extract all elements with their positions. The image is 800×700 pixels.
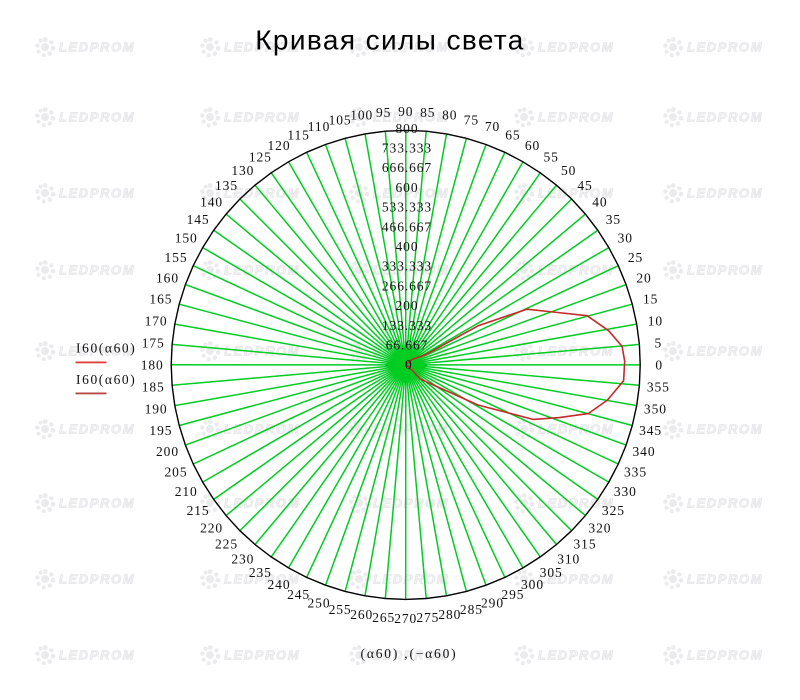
svg-text:70: 70	[485, 119, 500, 134]
svg-text:35: 35	[606, 212, 621, 227]
svg-text:145: 145	[187, 212, 210, 227]
svg-text:25: 25	[628, 250, 643, 265]
svg-text:40: 40	[592, 194, 607, 209]
svg-text:315: 315	[574, 537, 597, 552]
svg-text:190: 190	[145, 401, 168, 416]
svg-text:200: 200	[156, 444, 179, 459]
svg-text:Кривая силы света: Кривая силы света	[255, 25, 525, 56]
svg-text:215: 215	[187, 503, 210, 518]
svg-text:240: 240	[268, 577, 291, 592]
svg-text:10: 10	[648, 313, 663, 328]
svg-text:325: 325	[602, 503, 625, 518]
svg-text:355: 355	[647, 379, 670, 394]
svg-text:20: 20	[636, 271, 651, 286]
svg-text:200: 200	[396, 298, 419, 313]
svg-text:I60(α60): I60(α60)	[76, 372, 136, 387]
svg-text:175: 175	[142, 335, 165, 350]
svg-text:135: 135	[215, 178, 238, 193]
svg-text:333.333: 333.333	[382, 259, 432, 274]
svg-text:75: 75	[464, 113, 479, 128]
svg-text:45: 45	[577, 178, 592, 193]
svg-text:0: 0	[405, 357, 413, 372]
svg-text:160: 160	[156, 271, 179, 286]
svg-text:340: 340	[633, 444, 656, 459]
svg-text:165: 165	[149, 292, 172, 307]
svg-text:133.333: 133.333	[382, 318, 432, 333]
svg-text:210: 210	[175, 484, 198, 499]
svg-text:345: 345	[639, 423, 662, 438]
svg-text:275: 275	[416, 610, 439, 625]
svg-text:733.333: 733.333	[382, 141, 432, 156]
svg-text:330: 330	[614, 484, 637, 499]
svg-text:55: 55	[544, 150, 559, 165]
svg-text:50: 50	[561, 163, 576, 178]
svg-text:65: 65	[505, 128, 520, 143]
svg-text:235: 235	[249, 565, 272, 580]
svg-text:265: 265	[372, 610, 395, 625]
svg-text:350: 350	[644, 401, 667, 416]
svg-text:600: 600	[396, 180, 419, 195]
svg-text:266.667: 266.667	[382, 278, 432, 293]
svg-text:666.667: 666.667	[382, 160, 432, 175]
svg-text:205: 205	[165, 465, 188, 480]
svg-text:80: 80	[442, 108, 457, 123]
svg-text:60: 60	[525, 138, 540, 153]
svg-text:195: 195	[149, 423, 172, 438]
svg-text:220: 220	[200, 520, 223, 535]
svg-text:125: 125	[249, 150, 272, 165]
svg-text:30: 30	[618, 231, 633, 246]
svg-text:255: 255	[329, 602, 352, 617]
svg-text:260: 260	[350, 607, 373, 622]
svg-text:100: 100	[350, 108, 373, 123]
svg-text:285: 285	[460, 602, 483, 617]
svg-text:0: 0	[655, 357, 663, 372]
svg-text:245: 245	[287, 587, 310, 602]
svg-text:140: 140	[200, 194, 223, 209]
svg-text:I60(α60): I60(α60)	[76, 341, 136, 356]
svg-text:110: 110	[308, 119, 330, 134]
svg-text:15: 15	[643, 292, 658, 307]
svg-text:105: 105	[329, 113, 352, 128]
svg-text:400: 400	[396, 239, 419, 254]
svg-text:95: 95	[376, 105, 391, 120]
svg-text:250: 250	[308, 596, 331, 611]
svg-text:185: 185	[142, 379, 165, 394]
svg-text:115: 115	[287, 128, 309, 143]
svg-text:120: 120	[268, 138, 291, 153]
svg-text:225: 225	[215, 537, 238, 552]
svg-text:466.667: 466.667	[382, 219, 432, 234]
svg-text:305: 305	[540, 565, 563, 580]
svg-text:310: 310	[557, 552, 580, 567]
svg-text:335: 335	[624, 465, 647, 480]
svg-text:130: 130	[231, 163, 254, 178]
svg-text:533.333: 533.333	[382, 200, 432, 215]
svg-text:85: 85	[420, 105, 435, 120]
svg-text:320: 320	[588, 520, 611, 535]
svg-text:800: 800	[396, 121, 419, 136]
svg-text:290: 290	[481, 596, 504, 611]
svg-text:5: 5	[654, 335, 662, 350]
svg-text:295: 295	[501, 587, 524, 602]
svg-text:170: 170	[145, 313, 168, 328]
svg-text:270: 270	[394, 611, 417, 626]
svg-text:90: 90	[398, 104, 413, 119]
svg-text:150: 150	[175, 231, 198, 246]
svg-text:66.667: 66.667	[386, 338, 429, 353]
svg-text:300: 300	[521, 577, 544, 592]
svg-text:180: 180	[141, 357, 164, 372]
svg-text:155: 155	[165, 250, 188, 265]
svg-text:280: 280	[438, 607, 461, 622]
svg-text:(α60) ,(−α60): (α60) ,(−α60)	[361, 646, 458, 661]
svg-text:230: 230	[231, 552, 254, 567]
